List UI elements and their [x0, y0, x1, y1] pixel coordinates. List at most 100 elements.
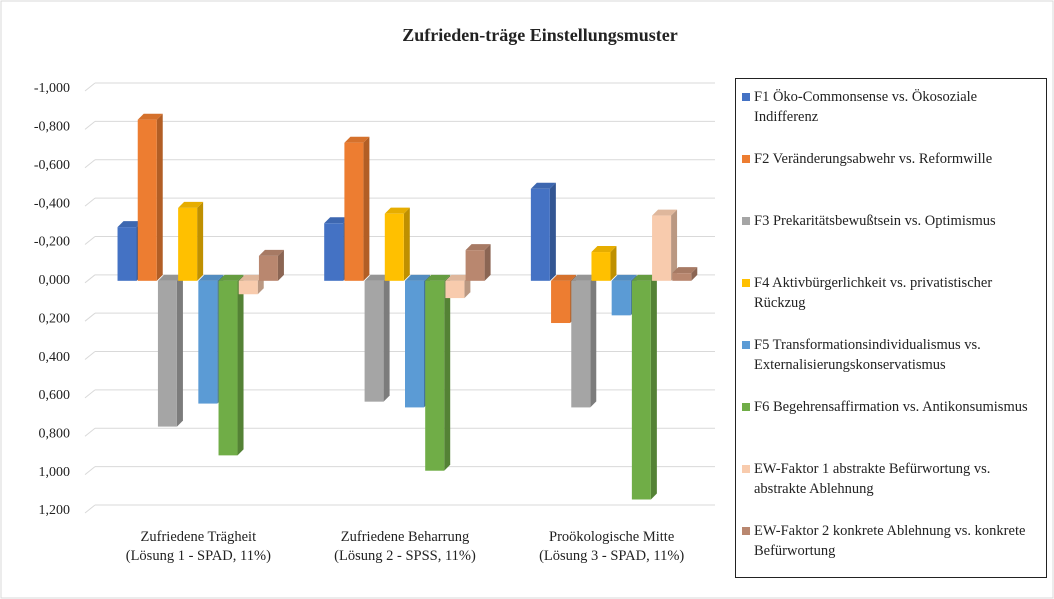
bar-depth	[691, 267, 698, 281]
bar-depth	[590, 274, 597, 408]
bar-depth	[383, 274, 390, 402]
bar-depth	[277, 249, 284, 281]
bar-top	[258, 249, 284, 256]
grid-depth	[84, 389, 96, 399]
bar-depth	[671, 209, 678, 281]
legend-swatch	[742, 155, 750, 163]
bar	[652, 215, 672, 281]
bar-depth	[650, 274, 657, 500]
legend-item: F2 Veränderungsabwehr vs. Reformwille	[742, 149, 1042, 211]
y-tick-label: 0,400	[39, 350, 71, 365]
bar-top	[591, 246, 617, 253]
bar-top	[198, 274, 224, 281]
legend-swatch	[742, 527, 750, 535]
bar	[364, 280, 384, 402]
bar	[344, 142, 364, 281]
y-tick-label: -1,000	[34, 81, 70, 96]
bar-top	[178, 201, 204, 208]
y-tick-label: 1,000	[39, 465, 71, 480]
legend-label: F6 Begehrensaffirmation vs. Antikonsumis…	[754, 399, 1028, 415]
legend-swatch	[742, 93, 750, 101]
y-tick-label: 0,200	[39, 311, 71, 326]
bar	[465, 250, 485, 281]
bar-depth	[197, 201, 204, 281]
bar	[571, 280, 591, 408]
bar-top	[137, 113, 163, 120]
bar-top	[445, 274, 471, 281]
legend-swatch	[742, 341, 750, 349]
grid-depth	[84, 351, 96, 360]
bar-depth	[444, 274, 451, 471]
bar	[631, 280, 651, 500]
bar-top	[384, 207, 410, 214]
bar-depth	[484, 244, 491, 281]
y-tick-label: 0,000	[39, 273, 71, 288]
legend-label: F3 Prekaritätsbewußtsein vs. Optimismus	[754, 213, 996, 229]
grid-depth	[84, 197, 96, 207]
legend-item: F6 Begehrensaffirmation vs. Antikonsumis…	[742, 397, 1042, 459]
bar-top	[157, 274, 183, 281]
bar-top	[652, 209, 678, 216]
bar-top	[218, 274, 244, 281]
y-tick-label: -0,200	[34, 235, 70, 250]
bar-top	[405, 274, 430, 281]
bar-top	[571, 274, 597, 281]
bar-top	[117, 221, 143, 228]
y-tick-label: 1,200	[39, 503, 71, 518]
legend-item: F3 Prekaritätsbewußtsein vs. Optimismus	[742, 211, 1042, 273]
x-tick-label: Zufriedene Trägheit (Lösung 1 - SPAD, 11…	[125, 529, 271, 564]
legend-item: EW-Faktor 1 abstrakte Befürwortung vs. a…	[742, 459, 1042, 521]
legend-item: F4 Aktivbürgerlichkeit vs. privatistisch…	[742, 273, 1042, 335]
x-tick-label: Zufriedene Beharrung (Lösung 2 - SPSS, 1…	[334, 529, 476, 564]
bar-top	[344, 136, 370, 143]
bar-top	[364, 274, 390, 281]
bar-top	[611, 274, 637, 281]
chart-title: Zufrieden-träge Einstellungsmuster	[402, 25, 677, 45]
y-tick-label: -0,600	[34, 158, 70, 173]
bar-depth	[237, 274, 244, 456]
legend-label: EW-Faktor 2 konkrete Ablehnung vs. konkr…	[754, 523, 1026, 559]
grid-depth	[84, 312, 96, 322]
bar-top	[631, 274, 657, 281]
bar	[324, 223, 344, 281]
bar-top	[672, 267, 698, 274]
bar	[137, 119, 157, 281]
legend-swatch	[742, 217, 750, 225]
legend-label: F1 Öko-Commonsense vs. Ökosoziale Indiff…	[754, 89, 978, 125]
bar-top	[530, 182, 556, 189]
grid-depth	[84, 466, 96, 476]
bar	[178, 207, 198, 281]
legend-swatch	[742, 279, 750, 287]
bar	[384, 213, 404, 281]
bar-top	[238, 274, 264, 281]
bar	[198, 280, 218, 404]
legend-label: F5 Transformationsindividualismus vs. Ex…	[754, 337, 981, 373]
grid-depth	[84, 274, 96, 284]
bar	[611, 280, 631, 316]
bar	[551, 280, 571, 324]
bar-depth	[156, 113, 163, 281]
legend-swatch	[742, 465, 750, 473]
bar	[238, 280, 258, 295]
legend-item: F5 Transformationsindividualismus vs. Ex…	[742, 335, 1042, 397]
y-tick-label: -0,400	[34, 196, 70, 211]
bar	[157, 280, 177, 427]
grid-depth	[84, 427, 96, 437]
bar	[425, 280, 445, 471]
bar-depth	[549, 182, 556, 281]
x-tick-label: Proökologische Mitte (Lösung 3 - SPAD, 1…	[539, 529, 685, 564]
bar-depth	[403, 207, 410, 281]
bar	[405, 280, 424, 408]
bar-top	[551, 274, 577, 281]
bar	[530, 188, 550, 281]
bar-depth	[176, 274, 183, 427]
bar-top	[425, 274, 451, 281]
y-tick-label: 0,800	[39, 426, 71, 441]
y-tick-label: 0,600	[39, 388, 71, 403]
bar-top	[324, 217, 350, 224]
bar	[445, 280, 465, 299]
legend-item: F1 Öko-Commonsense vs. Ökosoziale Indiff…	[742, 87, 1042, 149]
